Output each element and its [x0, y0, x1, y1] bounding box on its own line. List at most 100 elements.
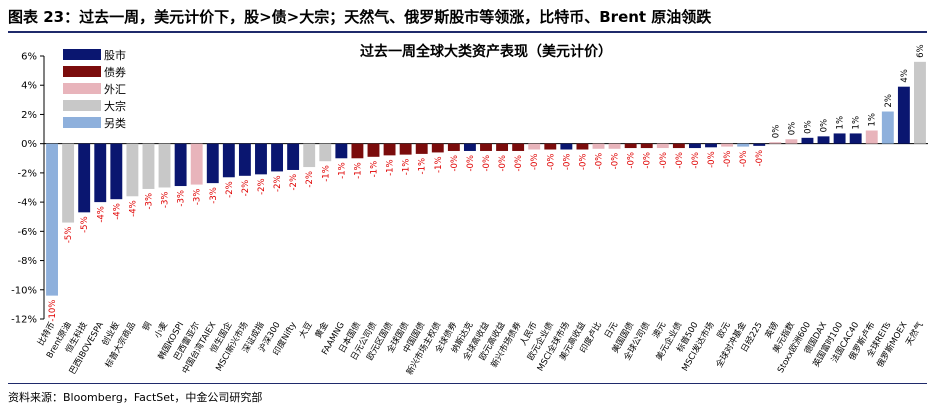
bar — [447, 143, 460, 151]
data-label: -2% — [305, 171, 315, 188]
data-label: -3% — [161, 192, 171, 209]
data-label: -1% — [402, 159, 412, 176]
bar — [914, 61, 926, 144]
category-label: 大豆 — [297, 320, 315, 340]
bar — [46, 143, 58, 296]
bar — [351, 143, 364, 159]
data-label: -1% — [434, 156, 444, 173]
data-label: -5% — [64, 227, 74, 244]
bar — [801, 137, 814, 144]
bar — [849, 133, 862, 144]
data-label: -1% — [418, 158, 428, 175]
bar — [897, 86, 910, 144]
bar — [335, 143, 348, 159]
bar — [62, 143, 75, 223]
data-label: 1% — [836, 116, 846, 130]
data-label: -0% — [707, 151, 717, 168]
data-label: -3% — [209, 187, 219, 204]
bar — [592, 143, 605, 149]
data-label: 1% — [852, 116, 862, 130]
y-tick-label: -4% — [18, 198, 37, 209]
bar — [865, 130, 878, 144]
bar — [480, 143, 492, 151]
bar — [817, 136, 830, 144]
bar — [255, 143, 267, 175]
bar — [174, 143, 187, 187]
title-rule — [8, 31, 927, 33]
bar — [142, 143, 155, 189]
data-label: -0% — [450, 155, 460, 172]
y-tick-label: -6% — [18, 227, 37, 238]
data-label: -2% — [225, 181, 235, 198]
y-tick-label: 6% — [21, 52, 37, 63]
data-label: -2% — [289, 174, 299, 191]
data-label: 0% — [820, 119, 830, 133]
data-label: 0% — [787, 122, 797, 136]
footer-rule — [8, 383, 927, 384]
bar — [737, 143, 750, 147]
legend-swatch — [63, 117, 101, 128]
legend-swatch — [63, 83, 101, 94]
data-label: -0% — [530, 154, 540, 171]
data-label: -0% — [611, 153, 621, 170]
legend-label: 债券 — [104, 65, 126, 79]
bar — [206, 143, 219, 184]
data-label: -3% — [144, 193, 154, 210]
bar — [431, 143, 444, 153]
figure-title: 图表 23：过去一周，美元计价下，股>债>大宗；天然气、俄罗斯股市等领涨，比特币… — [8, 8, 712, 26]
bar — [287, 143, 300, 170]
bar — [753, 143, 766, 146]
data-label: -0% — [691, 152, 701, 169]
legend-label: 外汇 — [104, 83, 126, 96]
data-label: -0% — [723, 151, 733, 168]
bar — [672, 143, 685, 149]
bar — [399, 143, 412, 155]
y-tick-label: -10% — [11, 285, 37, 296]
y-tick-label: 2% — [21, 110, 37, 121]
bar — [303, 143, 316, 168]
bar — [608, 143, 621, 149]
data-label: -2% — [241, 180, 251, 197]
data-label: -10% — [48, 300, 58, 322]
data-label: -4% — [96, 206, 106, 223]
data-label: -0% — [466, 155, 476, 172]
bar — [576, 143, 589, 150]
data-label: -0% — [643, 152, 653, 169]
data-label: -1% — [386, 159, 396, 176]
bar — [463, 143, 476, 151]
bar — [560, 143, 573, 150]
legend-label: 大宗 — [104, 99, 126, 113]
category-label: 天然气 — [903, 320, 926, 348]
bar — [624, 143, 637, 149]
chart-title: 过去一周全球大类资产表现（美元计价） — [360, 43, 612, 60]
bar — [238, 143, 251, 176]
bar — [126, 143, 139, 197]
legend-swatch — [63, 49, 101, 60]
bar — [833, 133, 846, 144]
data-label: 2% — [884, 94, 894, 108]
data-label: -3% — [193, 189, 203, 206]
bar-chart: 过去一周全球大类资产表现（美元计价） -12% -10% -8% -6% -4% -2% 0… — [11, 43, 928, 378]
bar — [544, 143, 557, 150]
bar — [528, 143, 541, 150]
data-label: -4% — [128, 200, 138, 217]
bar — [367, 143, 380, 157]
data-label: -0% — [498, 155, 508, 172]
bar — [512, 143, 525, 151]
data-label: -5% — [80, 216, 90, 233]
data-label: -0% — [675, 152, 685, 169]
legend-swatch — [63, 100, 101, 111]
data-label: -0% — [482, 155, 492, 172]
data-label: -1% — [321, 165, 331, 182]
data-label: -1% — [337, 162, 347, 179]
category-label: 铜 — [140, 320, 154, 333]
bar — [705, 143, 717, 148]
y-tick-label: 4% — [21, 81, 37, 92]
data-label: 0% — [771, 125, 781, 139]
y-tick-label: -2% — [18, 168, 37, 179]
bar — [656, 143, 669, 149]
data-label: -0% — [627, 152, 637, 169]
data-label: -0% — [514, 155, 524, 172]
